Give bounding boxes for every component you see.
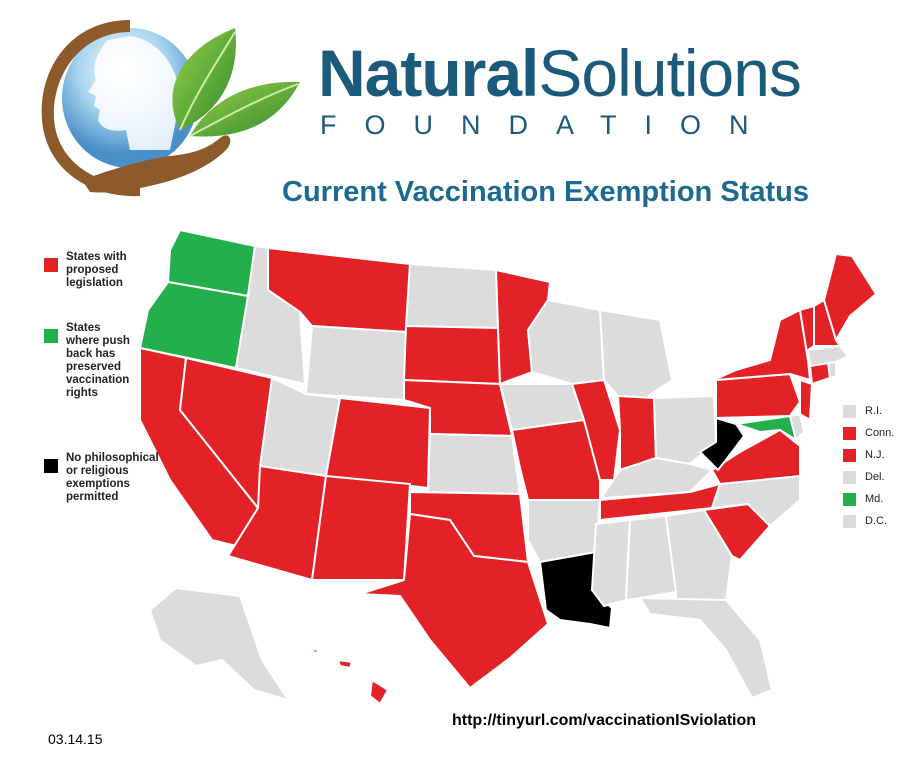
small-state-label: D.C. [865, 515, 887, 527]
date-stamp: 03.14.15 [48, 731, 103, 747]
state-texas [359, 513, 549, 689]
legend-label-proposed: States with proposed legislation [66, 251, 127, 289]
small-state-row: Conn. [843, 422, 894, 444]
small-state-swatch [843, 426, 856, 440]
legend-proposed: States with proposed legislation [44, 251, 128, 290]
state-new-mexico [311, 475, 411, 581]
state-wisconsin [527, 299, 605, 385]
small-state-swatch [843, 514, 856, 528]
small-state-row: Md. [843, 488, 894, 510]
state-alabama [625, 515, 677, 601]
state-delaware [789, 413, 805, 441]
small-state-row: Del. [843, 466, 894, 488]
state-kansas [427, 433, 521, 495]
small-state-swatch [843, 492, 856, 506]
brand-subtitle: FOUNDATION [320, 110, 777, 140]
legend-preserved: States where push back has preserved vac… [44, 322, 130, 400]
small-state-label: Del. [865, 471, 885, 483]
state-maryland [735, 415, 797, 441]
state-pennsylvania [715, 373, 801, 419]
brand-name-bold: Natural [318, 36, 539, 110]
small-state-row: D.C. [843, 510, 894, 532]
small-state-swatch [843, 404, 856, 418]
small-state-swatch [843, 470, 856, 484]
small-state-label: R.I. [865, 405, 883, 417]
state-new-jersey [799, 379, 813, 421]
state-west-virginia [699, 417, 745, 471]
state-south-dakota [403, 325, 501, 385]
state-mississippi [591, 519, 631, 607]
state-alaska [149, 587, 289, 701]
state-michigan [599, 309, 673, 403]
state-virginia [711, 429, 801, 485]
brand-name-regular: Solutions [538, 36, 802, 110]
legend-swatch-no-exemptions [44, 459, 58, 473]
state-massachusetts [807, 345, 849, 367]
state-arizona [227, 465, 327, 581]
legend-label-preserved: States where push back has preserved vac… [66, 322, 130, 399]
small-state-label: Conn. [865, 427, 895, 439]
source-url: http://tinyurl.com/vaccinationISviolatio… [452, 712, 757, 729]
foundation-logo-icon [41, 20, 300, 197]
state-vermont [799, 305, 815, 361]
small-state-label: N.J. [865, 449, 885, 461]
brand-wordmark: NaturalSolutions FOUNDATION [318, 40, 898, 141]
state-colorado [325, 397, 431, 489]
legend-swatch-proposed [44, 258, 58, 272]
state-new-york [713, 309, 811, 381]
small-states-legend: R.I. Conn. N.J. Del. Md. D.C. [843, 400, 894, 532]
state-maine [823, 253, 877, 341]
state-florida [639, 597, 773, 699]
map-title: Current Vaccination Exemption Status [282, 176, 809, 208]
state-kentucky [599, 457, 713, 501]
legend-no-exemptions: No philosophical or religious exemptions… [44, 452, 166, 504]
brand-name: NaturalSolutions [318, 40, 898, 106]
state-rhode-island [827, 361, 837, 379]
legend-label-no-exemptions: No philosophical or religious exemptions… [66, 452, 159, 503]
state-wyoming [305, 325, 407, 401]
small-state-swatch [843, 448, 856, 462]
small-state-row: N.J. [843, 444, 894, 466]
small-state-label: Md. [865, 493, 884, 505]
state-hawaii [309, 647, 389, 705]
state-north-dakota [405, 263, 499, 329]
small-state-row: R.I. [843, 400, 894, 422]
legend-swatch-preserved [44, 329, 58, 343]
